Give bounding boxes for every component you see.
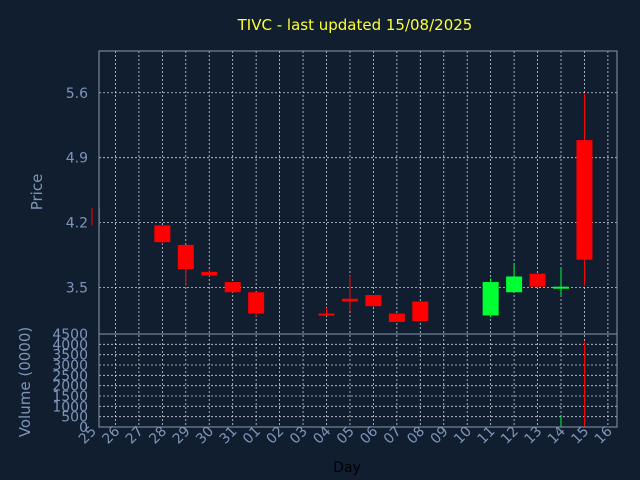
candle-14 bbox=[553, 267, 569, 296]
candle-31 bbox=[224, 282, 241, 293]
candle-body bbox=[341, 298, 358, 302]
price-axis-label: Price bbox=[28, 174, 46, 211]
candle-body bbox=[248, 292, 265, 314]
candle-body bbox=[576, 140, 593, 260]
chart-title: TIVC - last updated 15/08/2025 bbox=[237, 16, 473, 34]
candle-body bbox=[201, 271, 218, 276]
volume-tick-label: 3000 bbox=[52, 358, 88, 374]
candle-15 bbox=[576, 93, 593, 286]
volume-tick-label: 2500 bbox=[52, 368, 88, 384]
candle-body bbox=[412, 301, 429, 322]
candle-body bbox=[529, 273, 546, 287]
candle-05 bbox=[341, 275, 358, 311]
candle-08 bbox=[412, 301, 429, 322]
price-tick-label: 4.2 bbox=[66, 216, 88, 232]
candle-11 bbox=[482, 278, 499, 318]
candle-body bbox=[365, 295, 382, 307]
candle-body bbox=[177, 244, 194, 270]
price-tick-label: 4.9 bbox=[66, 151, 88, 167]
volume-tick-label: 500 bbox=[61, 410, 88, 426]
candle-01 bbox=[248, 292, 265, 317]
candle-body bbox=[506, 276, 523, 293]
candle-body bbox=[318, 313, 335, 316]
candle-06 bbox=[365, 295, 382, 308]
volume-tick-label: 1000 bbox=[52, 399, 88, 415]
candle-body bbox=[388, 313, 405, 322]
tick-labels: 3.5 4.2 4.9 5.6 0500100015002000250030003500… bbox=[52, 86, 615, 448]
grid-lines bbox=[99, 51, 617, 427]
volume-panel-frame bbox=[98, 333, 618, 428]
volume-tick-label: 0 bbox=[79, 420, 88, 436]
candle-29 bbox=[177, 244, 194, 286]
price-tick-label: 3.5 bbox=[66, 281, 88, 297]
volume-tick-label: 3500 bbox=[52, 348, 88, 364]
candle-body bbox=[224, 282, 241, 293]
volume-tick-label: 1500 bbox=[52, 389, 88, 405]
volume-tick-label: 2000 bbox=[52, 379, 88, 395]
candle-30 bbox=[201, 269, 218, 277]
price-tick-label: 5.6 bbox=[66, 86, 88, 102]
candle-07 bbox=[388, 313, 405, 322]
x-axis-label: Day bbox=[333, 460, 361, 476]
candle-28 bbox=[154, 225, 171, 244]
chart-marks bbox=[91, 93, 593, 427]
candle-body bbox=[154, 225, 171, 243]
panel-frames bbox=[98, 50, 618, 428]
volume-axis-label: Volume (0000) bbox=[16, 327, 34, 437]
volume-tick-label: 4000 bbox=[52, 337, 88, 353]
candle-13 bbox=[529, 273, 546, 288]
volume-tick-label: 4500 bbox=[52, 327, 88, 343]
candle-04 bbox=[318, 308, 335, 316]
candle-body bbox=[553, 286, 569, 289]
candle-12 bbox=[506, 264, 523, 293]
price-panel-frame bbox=[98, 50, 618, 335]
candle-body bbox=[482, 282, 499, 316]
